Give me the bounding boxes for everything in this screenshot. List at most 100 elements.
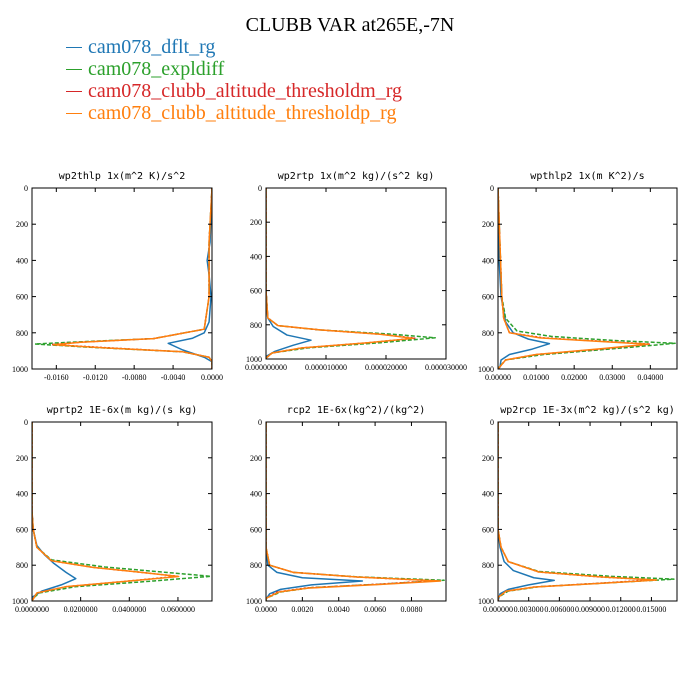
panel-title: wp2rcp 1E-3x(m^2 kg)/(s^2 kg) <box>500 405 675 416</box>
x-tick-label: -0.0040 <box>161 373 186 382</box>
panel-6: wp2rcp 1E-3x(m^2 kg)/(s^2 kg) 0 200 400 600 8… <box>478 405 678 614</box>
x-tick-label: 0.00000 <box>485 373 511 382</box>
y-tick-label: 400 <box>250 490 262 499</box>
y-tick-label: 200 <box>482 220 494 229</box>
x-tick-label: 0.01000 <box>523 373 549 382</box>
x-tick-label: 0.000000000 <box>245 363 287 372</box>
legend: cam078_dflt_rg cam078_expldiff cam078_cl… <box>66 36 402 124</box>
x-tick-label: 0.000020000 <box>365 363 407 372</box>
y-tick-label: 0 <box>490 184 494 193</box>
plot-frame <box>497 421 678 602</box>
y-tick-label: 1000 <box>246 597 262 606</box>
series-group <box>34 188 212 369</box>
series-line-4 <box>266 188 414 359</box>
y-tick-label: 800 <box>16 329 28 338</box>
y-tick-label: 600 <box>482 293 494 302</box>
x-tick-label: -0.0080 <box>122 373 147 382</box>
series-line-2 <box>32 422 212 601</box>
series-group <box>32 422 212 601</box>
series-line-2 <box>266 188 436 359</box>
x-tick-label: 0.0060 <box>364 605 386 614</box>
x-tick-label: 0.015000 <box>636 605 666 614</box>
series-line-3 <box>266 422 436 601</box>
series-line-1 <box>266 422 364 601</box>
y-tick-label: 400 <box>16 490 28 499</box>
panel-title: rcp2 1E-6x(kg^2)/(kg^2) <box>287 405 425 416</box>
panel-4: wprtp2 1E-6x(m kg)/(s kg) 0 200 400 600 800 10… <box>12 405 213 614</box>
legend-line-expldiff <box>66 68 82 70</box>
x-tick-label: 0.03000 <box>599 373 625 382</box>
x-tick-label: 0.006000 <box>544 605 574 614</box>
legend-line-dflt <box>66 46 82 48</box>
x-tick-label: 0.0000 <box>255 605 277 614</box>
x-tick-label: 0.000010000 <box>305 363 347 372</box>
series-group <box>498 422 675 601</box>
series-line-1 <box>32 422 77 601</box>
series-line-2 <box>498 188 676 369</box>
y-tick-label: 400 <box>482 256 494 265</box>
y-tick-label: 200 <box>482 454 494 463</box>
plot-frame <box>497 187 678 370</box>
x-tick-label: 0.0000 <box>201 373 223 382</box>
x-tick-label: -0.0160 <box>44 373 69 382</box>
y-tick-label: 1000 <box>478 365 494 374</box>
series-group <box>498 188 676 369</box>
y-tick-label: 1000 <box>12 365 28 374</box>
y-tick-label: 200 <box>250 218 262 227</box>
y-tick-label: 600 <box>482 525 494 534</box>
y-tick-label: 800 <box>250 321 262 330</box>
series-line-1 <box>498 188 551 369</box>
panel-1: wp2thlp 1x(m^2 K)/s^2 0 200 400 600 800 1000 -0… <box>12 171 223 382</box>
legend-label-expldiff: cam078_expldiff <box>88 58 225 80</box>
legend-item: cam078_expldiff <box>66 58 402 80</box>
y-tick-label: 400 <box>250 252 262 261</box>
y-tick-label: 0 <box>24 184 28 193</box>
plot-frame <box>265 421 447 602</box>
panel-5: rcp2 1E-6x(kg^2)/(kg^2) 0 200 400 600 800 1000… <box>246 405 447 614</box>
panel-2: wp2rtp 1x(m^2 kg)/(s^2 kg) 0 200 400 600 800 1… <box>245 171 467 372</box>
y-tick-label: 0 <box>490 418 494 427</box>
series-line-1 <box>266 188 312 359</box>
y-tick-label: 800 <box>482 561 494 570</box>
plot-frame <box>31 187 213 370</box>
series-line-1 <box>498 422 556 601</box>
y-tick-label: 1000 <box>12 597 28 606</box>
panel-title: wpthlp2 1x(m K^2)/s <box>530 171 644 182</box>
figure-title: CLUBB VAR at265E,-7N <box>245 14 455 36</box>
series-line-4 <box>498 188 650 369</box>
x-tick-label: 0.0040 <box>328 605 350 614</box>
x-tick-label: 0.012000 <box>606 605 636 614</box>
y-tick-label: 1000 <box>246 355 262 364</box>
series-line-4 <box>266 422 442 601</box>
y-tick-label: 200 <box>16 454 28 463</box>
y-tick-label: 0 <box>258 418 262 427</box>
panel-title: wp2thlp 1x(m^2 K)/s^2 <box>59 171 185 182</box>
legend-label-dflt: cam078_dflt_rg <box>88 36 216 58</box>
y-tick-label: 600 <box>16 525 28 534</box>
legend-line-thresholdm <box>66 90 82 92</box>
legend-label-thresholdm: cam078_clubb_altitude_thresholdm_rg <box>88 80 403 102</box>
series-line-4 <box>32 422 180 601</box>
y-tick-label: 200 <box>250 454 262 463</box>
plot-frame <box>31 421 213 602</box>
panel-title: wprtp2 1E-6x(m kg)/(s kg) <box>47 405 198 416</box>
plot-frame <box>265 187 447 360</box>
panel-title: wp2rtp 1x(m^2 kg)/(s^2 kg) <box>278 171 435 182</box>
x-tick-label: 0.000030000 <box>425 363 467 372</box>
x-tick-label: 0.0200000 <box>64 605 98 614</box>
x-tick-label: 0.0080 <box>400 605 422 614</box>
series-line-4 <box>52 188 212 369</box>
legend-item: cam078_dflt_rg <box>66 36 402 58</box>
legend-line-thresholdp <box>66 112 82 114</box>
series-line-1 <box>167 188 212 369</box>
x-tick-label: 0.02000 <box>561 373 587 382</box>
x-tick-label: 0.003000 <box>514 605 544 614</box>
y-tick-label: 600 <box>16 293 28 302</box>
x-tick-label: 0.0020 <box>291 605 313 614</box>
x-tick-label: 0.0000000 <box>15 605 49 614</box>
series-line-2 <box>34 188 212 369</box>
y-tick-label: 0 <box>258 184 262 193</box>
legend-item: cam078_clubb_altitude_thresholdm_rg <box>66 80 402 102</box>
legend-item: cam078_clubb_altitude_thresholdp_rg <box>66 102 402 124</box>
